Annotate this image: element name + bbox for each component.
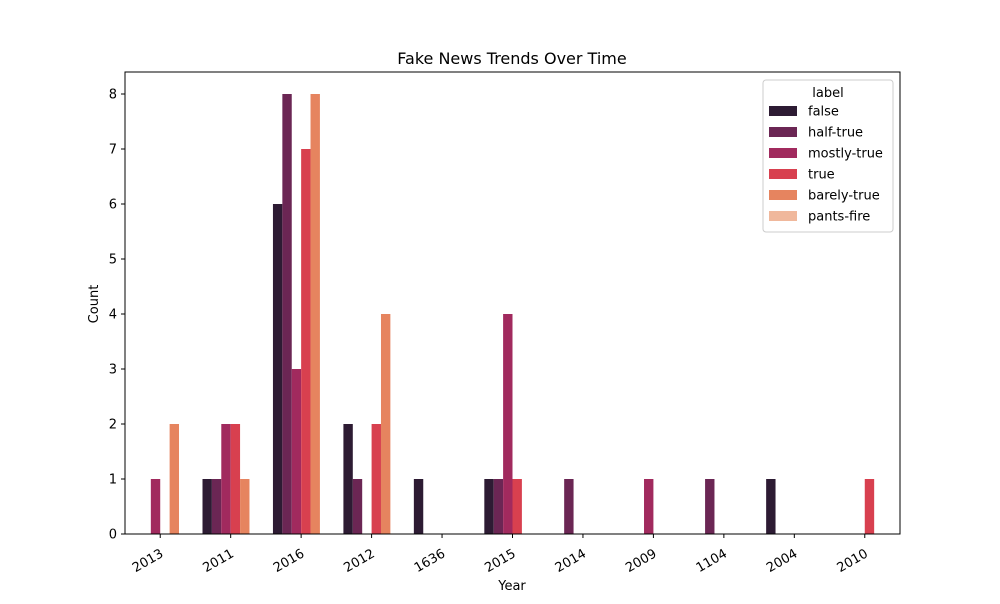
y-axis-ticks: 0 1 2 3 4 5 6 7 8 <box>109 88 125 543</box>
legend-items: false half-true mostly-true true barely-true… <box>769 105 883 225</box>
bar-half-true-2011 <box>211 479 222 534</box>
bar-false-2011 <box>202 479 212 534</box>
bar-barely-true-2013 <box>169 424 180 534</box>
x-tick-label: 2009 <box>623 546 659 576</box>
bar-false-1636 <box>413 479 424 534</box>
legend-swatch-barely-true <box>769 190 797 200</box>
y-tick-label: 1 <box>109 473 117 488</box>
y-tick-label: 8 <box>109 88 117 103</box>
legend-label-false: false <box>808 105 839 120</box>
bar-false-2004 <box>766 479 776 534</box>
legend-label-mostly-true: mostly-true <box>808 147 883 162</box>
bar-mostly-true-2013 <box>150 479 161 534</box>
y-tick-label: 3 <box>109 363 117 378</box>
x-tick-label: 2012 <box>341 546 377 576</box>
x-tick-label: 2015 <box>482 546 518 576</box>
x-tick-label: 1636 <box>412 546 448 576</box>
bar-barely-true-2016 <box>310 94 320 534</box>
y-tick-label: 5 <box>109 253 117 268</box>
x-axis-label: Year <box>497 579 526 594</box>
legend-swatch-false <box>769 106 797 116</box>
y-tick-label: 6 <box>109 198 117 213</box>
legend-title: label <box>812 86 843 101</box>
bar-mostly-true-2009 <box>644 479 654 534</box>
x-tick-label: 2004 <box>764 546 800 576</box>
y-tick-label: 4 <box>109 308 117 323</box>
legend-label-true: true <box>808 168 835 183</box>
legend-swatch-pants-fire <box>769 211 797 221</box>
x-tick-label: 2010 <box>835 546 871 576</box>
bar-false-2016 <box>272 204 283 534</box>
x-tick-label: 2011 <box>201 546 237 576</box>
legend-label-half-true: half-true <box>808 126 863 141</box>
bar-half-true-2015 <box>493 479 504 534</box>
bar-false-2012 <box>343 424 353 534</box>
bar-mostly-true-2015 <box>503 314 513 534</box>
bar-barely-true-2012 <box>380 314 391 534</box>
bar-barely-true-2011 <box>240 479 250 534</box>
legend-swatch-mostly-true <box>769 148 797 158</box>
bar-half-true-2012 <box>352 479 363 534</box>
bar-true-2016 <box>301 149 311 534</box>
bar-true-2011 <box>230 424 241 534</box>
legend-label-pants-fire: pants-fire <box>808 210 870 225</box>
y-axis-label: Count <box>87 285 102 324</box>
bar-half-true-2014 <box>564 479 574 534</box>
x-tick-label: 2016 <box>271 546 307 576</box>
bar-mostly-true-2011 <box>221 424 231 534</box>
x-tick-label: 2014 <box>553 546 589 576</box>
bar-true-2010 <box>864 479 875 534</box>
plot-frame <box>124 71 901 535</box>
bars-layer <box>150 94 875 534</box>
bar-mostly-true-2016 <box>291 369 302 534</box>
chart-title: Fake News Trends Over Time <box>397 49 626 68</box>
x-tick-label: 2013 <box>130 546 166 576</box>
legend-swatch-true <box>769 169 797 179</box>
bar-true-2012 <box>371 424 381 534</box>
x-axis-ticks: 2013 2011 2016 2012 1636 2015 2014 2009 1104 2004… <box>130 534 871 576</box>
y-tick-label: 7 <box>109 143 117 158</box>
x-tick-label: 1104 <box>694 546 730 576</box>
legend: label false half-true mostly-true true barel… <box>762 79 894 233</box>
y-tick-label: 0 <box>109 528 117 543</box>
legend-label-barely-true: barely-true <box>808 189 880 204</box>
y-tick-label: 2 <box>109 418 117 433</box>
bar-half-true-1104 <box>705 479 715 534</box>
bar-false-2015 <box>484 479 494 534</box>
legend-swatch-half-true <box>769 127 797 137</box>
bar-true-2015 <box>512 479 522 534</box>
bar-half-true-2016 <box>282 94 292 534</box>
